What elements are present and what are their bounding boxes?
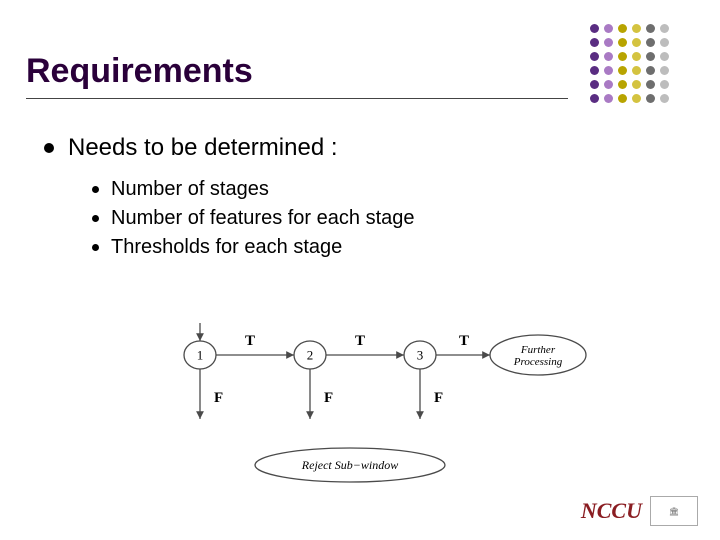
svg-text:Reject Sub−window: Reject Sub−window: [301, 458, 398, 472]
sub-list: Number of stages Number of features for e…: [92, 178, 644, 259]
svg-text:1: 1: [197, 348, 204, 363]
list-item: Thresholds for each stage: [92, 236, 644, 259]
svg-text:T: T: [245, 333, 255, 349]
svg-text:F: F: [434, 390, 443, 406]
svg-text:2: 2: [307, 348, 314, 363]
svg-text:T: T: [459, 333, 469, 349]
slide-title: Requirements: [26, 52, 253, 91]
list-item: Number of features for each stage: [92, 207, 644, 230]
svg-text:F: F: [214, 390, 223, 406]
svg-text:3: 3: [417, 348, 424, 363]
svg-text:Further: Further: [520, 344, 556, 356]
list-item-text: Number of stages: [111, 178, 269, 201]
bullet-icon: [92, 215, 99, 222]
bullet-icon: [92, 244, 99, 251]
list-item-text: Number of features for each stage: [111, 207, 415, 230]
university-seal-icon: 🏛: [650, 496, 698, 526]
title-underline: [26, 98, 568, 99]
university-script-logo: NCCU: [581, 498, 642, 524]
footer-logo: NCCU 🏛: [581, 496, 698, 526]
svg-text:F: F: [324, 390, 333, 406]
bullet-icon: [44, 143, 54, 153]
cascade-diagram: T T T F F F 1 2 3 FurtherProcessing Reject Sub−win…: [150, 315, 600, 495]
bullet-icon: [92, 186, 99, 193]
svg-text:T: T: [355, 333, 365, 349]
svg-text:Processing: Processing: [513, 356, 563, 368]
list-item-text: Thresholds for each stage: [111, 236, 342, 259]
list-item: Number of stages: [92, 178, 644, 201]
body-heading: Needs to be determined :: [68, 134, 338, 162]
body-content: Needs to be determined : Number of stage…: [44, 134, 644, 265]
